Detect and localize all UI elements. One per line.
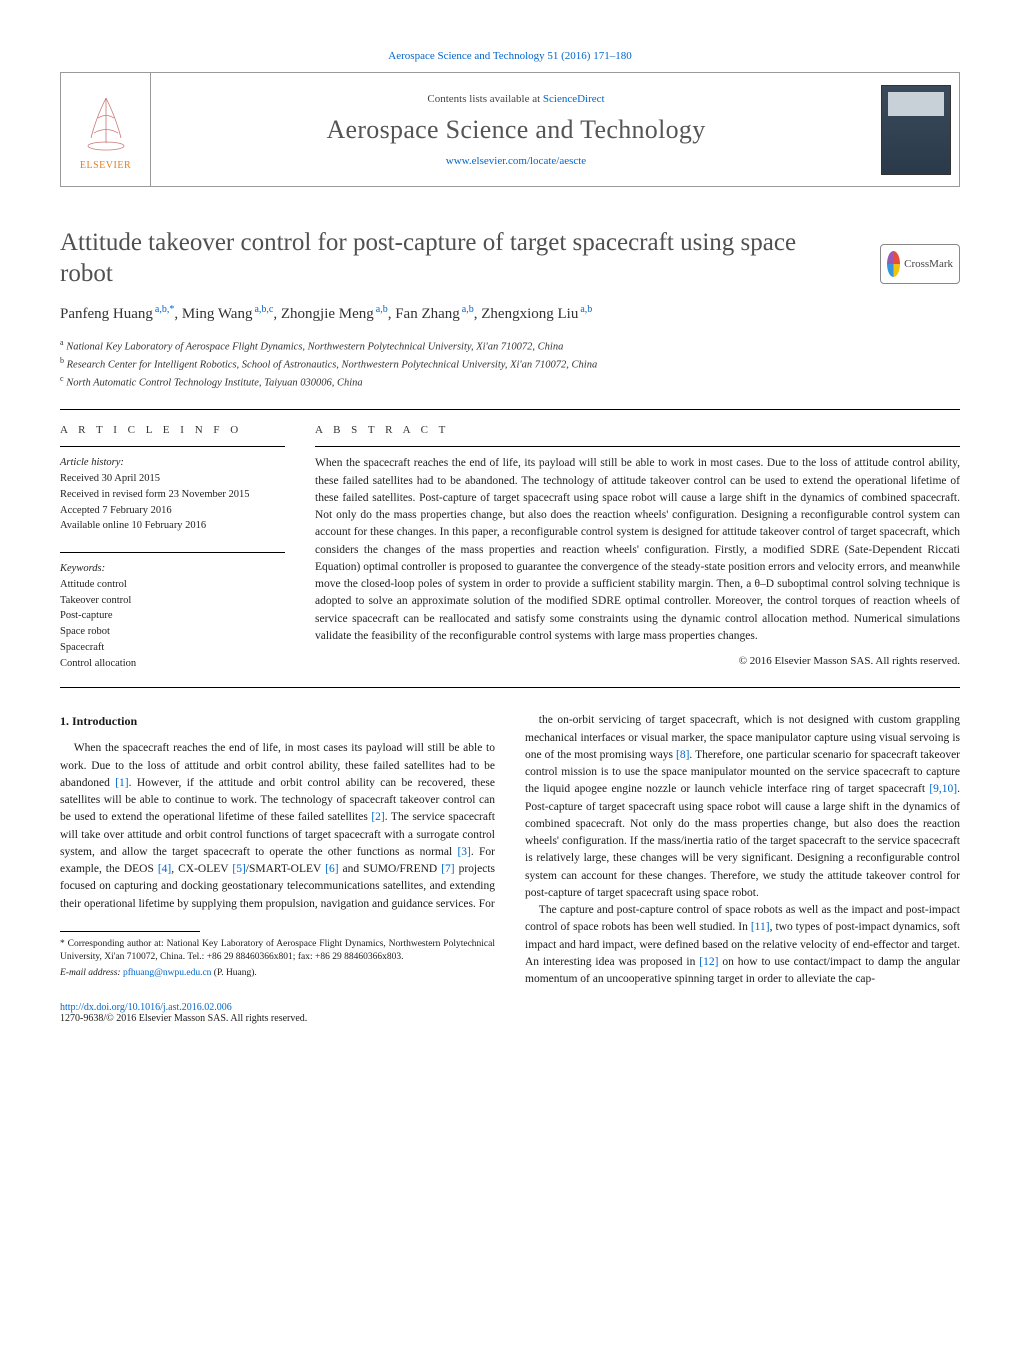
journal-title: Aerospace Science and Technology: [161, 115, 871, 145]
publisher-logo: ELSEVIER: [61, 73, 151, 186]
journal-ref-link[interactable]: Aerospace Science and Technology 51 (201…: [388, 50, 631, 62]
email-label: E-mail address:: [60, 968, 121, 978]
sciencedirect-link[interactable]: ScienceDirect: [543, 93, 605, 105]
affiliations-list: a National Key Laboratory of Aerospace F…: [60, 337, 960, 392]
article-title: Attitude takeover control for post-captu…: [60, 227, 840, 290]
crossmark-badge[interactable]: CrossMark: [880, 244, 960, 284]
footnotes-block: * Corresponding author at: National Key …: [60, 938, 495, 981]
email-person: (P. Huang).: [214, 968, 257, 978]
body-paragraph: The capture and post-capture control of …: [525, 902, 960, 988]
body-paragraph: the on-orbit servicing of target spacecr…: [525, 712, 960, 902]
body-paragraph: When the spacecraft reaches the end of l…: [60, 740, 495, 913]
footnote-separator: [60, 931, 200, 932]
abstract-copyright: © 2016 Elsevier Masson SAS. All rights r…: [315, 655, 960, 667]
corresponding-author-note: * Corresponding author at: National Key …: [60, 938, 495, 965]
body-column-right: the on-orbit servicing of target spacecr…: [525, 712, 960, 988]
contents-available-line: Contents lists available at ScienceDirec…: [161, 93, 871, 105]
article-info-heading: a r t i c l e i n f o: [60, 424, 285, 436]
journal-cover-thumbnail: [881, 85, 951, 175]
divider: [60, 687, 960, 688]
article-history-block: Article history: Received 30 April 2015R…: [60, 455, 285, 534]
doi-link[interactable]: http://dx.doi.org/10.1016/j.ast.2016.02.…: [60, 1002, 232, 1013]
crossmark-label: CrossMark: [904, 258, 953, 270]
abstract-heading: a b s t r a c t: [315, 424, 960, 436]
author-email-link[interactable]: pfhuang@nwpu.edu.cn: [123, 968, 211, 978]
crossmark-icon: [887, 251, 900, 277]
keywords-block: Keywords: Attitude controlTakeover contr…: [60, 552, 285, 671]
history-label: Article history:: [60, 455, 285, 471]
page-footer: http://dx.doi.org/10.1016/j.ast.2016.02.…: [60, 1002, 960, 1024]
keywords-label: Keywords:: [60, 561, 285, 577]
abstract-text: When the spacecraft reaches the end of l…: [315, 455, 960, 645]
section-1-heading: 1. Introduction: [60, 712, 495, 730]
journal-reference-line: Aerospace Science and Technology 51 (201…: [60, 50, 960, 62]
journal-homepage-link[interactable]: www.elsevier.com/locate/aescte: [446, 155, 586, 167]
publisher-logo-label: ELSEVIER: [76, 88, 136, 171]
body-column-left: 1. Introduction When the spacecraft reac…: [60, 712, 495, 988]
issn-copyright-line: 1270-9638/© 2016 Elsevier Masson SAS. Al…: [60, 1013, 960, 1024]
journal-header-box: ELSEVIER Contents lists available at Sci…: [60, 72, 960, 187]
divider: [60, 409, 960, 410]
author-list: Panfeng Huang a,b,*, Ming Wang a,b,c, Zh…: [60, 304, 960, 323]
